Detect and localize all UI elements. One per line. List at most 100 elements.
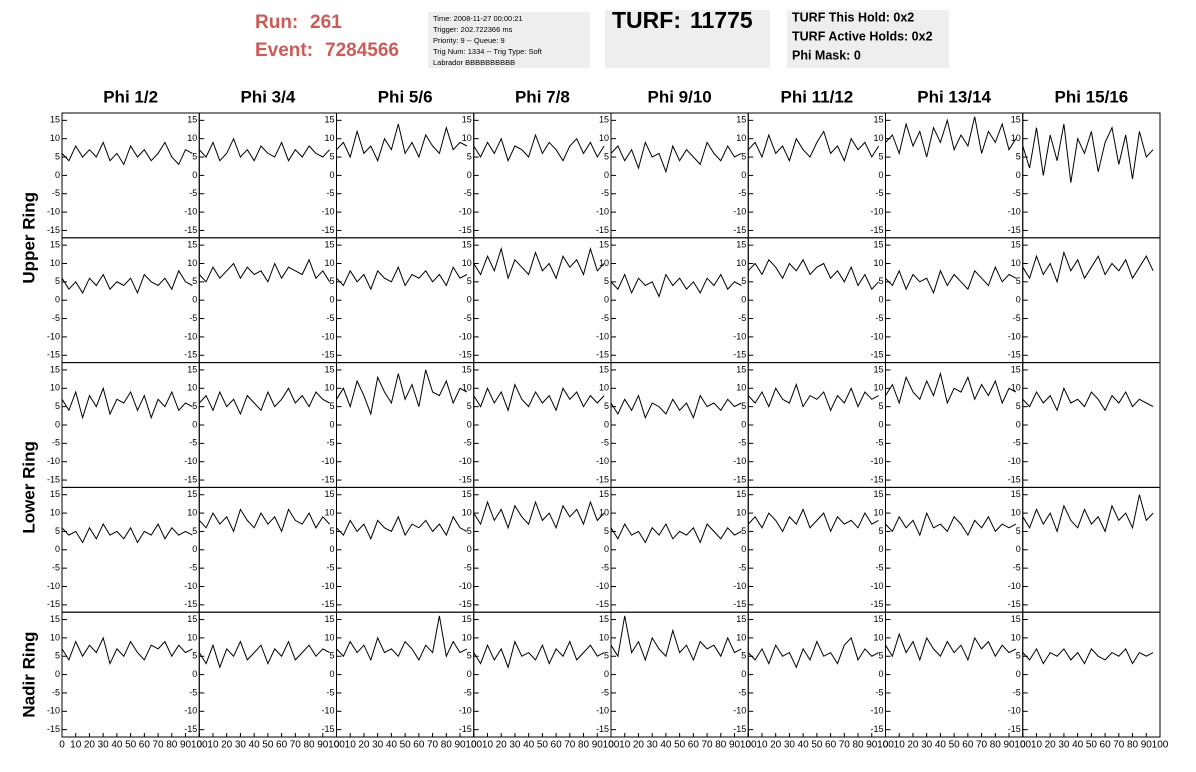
y-tick-label: -10 bbox=[1008, 206, 1021, 216]
x-tick-label: 70 bbox=[427, 740, 439, 751]
waveform bbox=[885, 632, 1017, 662]
panel-frame bbox=[61, 112, 200, 239]
y-tick-label: -15 bbox=[47, 474, 60, 484]
x-tick-label: 20 bbox=[633, 740, 645, 751]
y-tick-label: 10 bbox=[50, 632, 60, 642]
y-tick-label: -15 bbox=[870, 724, 883, 734]
y-tick-label: 10 bbox=[187, 632, 197, 642]
x-tick-label: 90 bbox=[317, 740, 329, 751]
y-tick-label: -15 bbox=[1008, 225, 1021, 235]
waveform bbox=[885, 116, 1017, 158]
info-line: Priority: 9 -- Queue: 9 bbox=[433, 36, 505, 45]
y-tick-label: 0 bbox=[604, 295, 609, 305]
panel-frame bbox=[198, 362, 337, 488]
y-tick-label: -10 bbox=[184, 206, 197, 216]
y-tick-label: 5 bbox=[467, 151, 472, 161]
y-tick-label: -10 bbox=[733, 456, 746, 466]
panel-frame bbox=[198, 237, 337, 364]
y-tick-label: 10 bbox=[599, 507, 609, 517]
y-tick-label: -15 bbox=[596, 225, 609, 235]
y-tick-label: 5 bbox=[1016, 276, 1021, 286]
y-tick-label: 5 bbox=[192, 526, 197, 536]
y-tick-label: -5 bbox=[738, 438, 746, 448]
y-tick-label: -10 bbox=[459, 206, 472, 216]
x-tick-label: 90 bbox=[729, 740, 741, 751]
waveform bbox=[885, 511, 1017, 537]
x-tick-label: 30 bbox=[784, 740, 796, 751]
y-tick-label: -15 bbox=[321, 474, 334, 484]
y-tick-label: -15 bbox=[184, 474, 197, 484]
y-tick-label: -5 bbox=[1013, 438, 1021, 448]
x-tick-label: 80 bbox=[578, 740, 590, 751]
panel-frame bbox=[1022, 611, 1161, 738]
y-tick-label: 15 bbox=[736, 489, 746, 499]
y-tick-label: 10 bbox=[462, 133, 472, 143]
y-tick-label: 10 bbox=[736, 632, 746, 642]
x-tick-label: 20 bbox=[907, 740, 919, 751]
x-tick-label: 0 bbox=[196, 740, 202, 751]
y-tick-label: 15 bbox=[599, 115, 609, 125]
y-tick-label: 15 bbox=[1011, 489, 1021, 499]
y-tick-label: 0 bbox=[55, 544, 60, 554]
y-tick-label: -15 bbox=[47, 599, 60, 609]
y-tick-label: -10 bbox=[733, 331, 746, 341]
y-tick-label: -5 bbox=[326, 188, 334, 198]
y-tick-label: 5 bbox=[604, 651, 609, 661]
y-tick-label: 15 bbox=[1011, 115, 1021, 125]
x-tick-label: 60 bbox=[276, 740, 288, 751]
panel-frame bbox=[885, 486, 1024, 613]
y-tick-label: 5 bbox=[741, 401, 746, 411]
x-tick-label: 60 bbox=[1100, 740, 1112, 751]
y-tick-label: 5 bbox=[467, 526, 472, 536]
y-tick-label: -5 bbox=[52, 438, 60, 448]
y-tick-label: 10 bbox=[1011, 632, 1021, 642]
x-tick-label: 30 bbox=[647, 740, 659, 751]
y-tick-label: 5 bbox=[55, 276, 60, 286]
waveform bbox=[1022, 647, 1154, 665]
y-tick-label: -10 bbox=[596, 206, 609, 216]
x-tick-label: 60 bbox=[825, 740, 837, 751]
y-tick-label: -15 bbox=[47, 225, 60, 235]
waveform bbox=[473, 383, 605, 412]
info-box bbox=[428, 12, 590, 68]
turf-info: Phi Mask: 0 bbox=[792, 48, 861, 62]
y-tick-label: -5 bbox=[326, 313, 334, 323]
x-tick-label: 0 bbox=[883, 740, 889, 751]
y-tick-label: 0 bbox=[604, 419, 609, 429]
panel-frame bbox=[1022, 237, 1161, 364]
x-tick-label: 10 bbox=[70, 740, 82, 751]
column-heading: Phi 3/4 bbox=[240, 87, 295, 106]
y-tick-label: -5 bbox=[464, 188, 472, 198]
y-tick-label: -10 bbox=[733, 581, 746, 591]
x-tick-label: 40 bbox=[249, 740, 261, 751]
y-tick-label: 0 bbox=[878, 295, 883, 305]
ring-label: Lower Ring bbox=[19, 441, 38, 534]
x-tick-label: 100 bbox=[603, 740, 620, 751]
panel-frame bbox=[473, 112, 612, 239]
y-tick-label: -10 bbox=[1008, 456, 1021, 466]
panel-frame bbox=[610, 611, 749, 738]
y-tick-label: -10 bbox=[321, 456, 334, 466]
y-tick-label: -10 bbox=[184, 706, 197, 716]
waveform bbox=[473, 500, 605, 530]
panel-frame bbox=[885, 112, 1024, 239]
y-tick-label: 0 bbox=[329, 170, 334, 180]
y-tick-label: 0 bbox=[1016, 669, 1021, 679]
x-tick-label: 80 bbox=[1127, 740, 1139, 751]
y-tick-label: 15 bbox=[599, 489, 609, 499]
y-tick-label: 5 bbox=[604, 526, 609, 536]
x-tick-label: 60 bbox=[139, 740, 151, 751]
y-tick-label: 5 bbox=[1016, 401, 1021, 411]
x-tick-label: 70 bbox=[839, 740, 851, 751]
waveform bbox=[198, 640, 330, 669]
y-tick-label: 10 bbox=[50, 507, 60, 517]
x-tick-label: 50 bbox=[537, 740, 549, 751]
x-tick-label: 50 bbox=[674, 740, 686, 751]
y-tick-label: -15 bbox=[459, 225, 472, 235]
y-tick-label: 10 bbox=[873, 632, 883, 642]
y-tick-label: 0 bbox=[55, 669, 60, 679]
y-tick-label: -10 bbox=[1008, 706, 1021, 716]
y-tick-label: 0 bbox=[55, 170, 60, 180]
y-tick-label: 5 bbox=[55, 526, 60, 536]
y-tick-label: -15 bbox=[321, 599, 334, 609]
